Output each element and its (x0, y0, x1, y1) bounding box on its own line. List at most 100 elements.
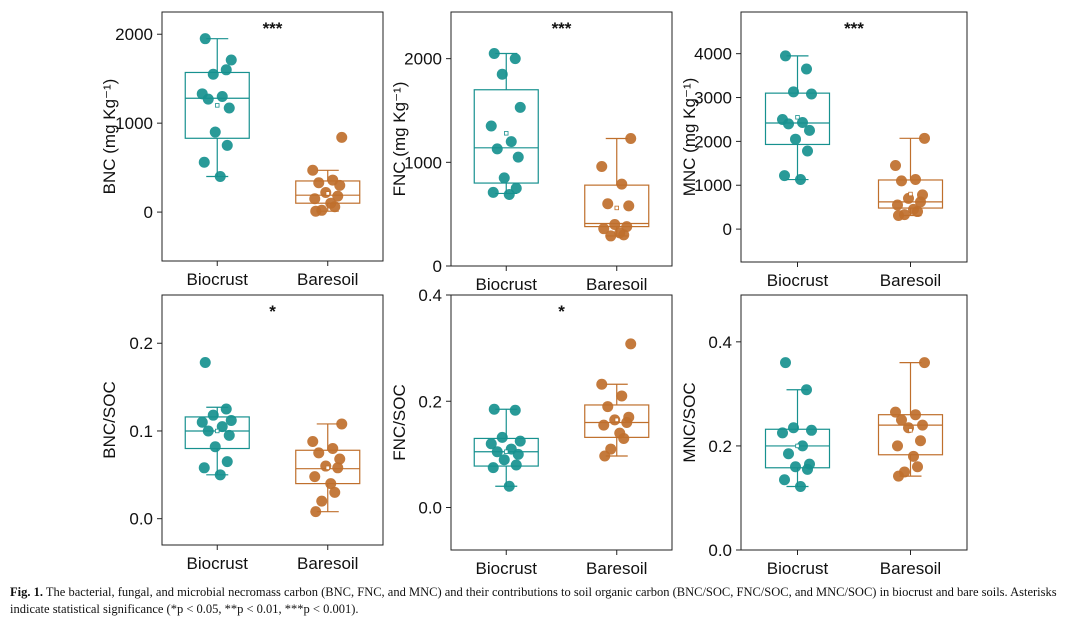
data-point (498, 454, 510, 466)
panel-5: 0.0 0.2 0.4 FNC/SOC Biocrust Baresoil * (390, 286, 673, 578)
mean-marker (795, 115, 800, 120)
data-point (598, 223, 610, 235)
data-point (777, 427, 788, 439)
data-point (512, 448, 524, 460)
data-point (207, 68, 219, 80)
data-point (496, 431, 508, 443)
x-category-label: Biocrust (476, 559, 538, 578)
data-point (329, 201, 341, 213)
data-point (804, 124, 815, 136)
x-category-label: Baresoil (297, 554, 358, 573)
data-point (488, 47, 500, 59)
panel-6: 0.0 0.2 0.4 MNC/SOC Biocrust Baresoil (680, 294, 968, 578)
data-point (485, 120, 497, 132)
data-point (893, 210, 904, 222)
y-tick-label: 0.0 (708, 541, 732, 560)
data-point (915, 196, 926, 208)
data-point (220, 403, 232, 415)
data-point (623, 200, 635, 212)
data-point (310, 205, 322, 217)
data-point (509, 404, 521, 416)
figure-caption-label: Fig. 1. (10, 585, 43, 599)
y-tick-label: 1000 (404, 153, 442, 172)
figure-caption: Fig. 1. The bacterial, fungal, and micro… (10, 584, 1060, 618)
data-point (214, 469, 226, 481)
data-point (198, 462, 210, 474)
data-point (307, 435, 319, 447)
data-point (596, 160, 608, 172)
significance-marker: *** (263, 19, 283, 38)
data-point (327, 443, 339, 455)
panel-2: 0 1000 2000 FNC (mg Kg⁻¹) Biocrust Baresoil **… (390, 11, 673, 294)
data-point (496, 68, 508, 80)
data-point (487, 462, 499, 474)
data-point (325, 478, 337, 490)
mean-marker (908, 191, 913, 197)
data-point (609, 219, 621, 231)
data-point (890, 160, 901, 172)
data-point (806, 424, 817, 436)
data-point (199, 357, 211, 369)
data-point (505, 136, 517, 148)
data-point (912, 461, 923, 473)
y-tick-label: 2000 (694, 132, 732, 151)
data-point (307, 164, 319, 176)
data-point (313, 177, 325, 189)
data-point (788, 86, 799, 98)
x-category-label: Biocrust (767, 559, 829, 578)
y-tick-label: 2000 (404, 50, 442, 69)
mean-marker (325, 191, 330, 196)
data-point (908, 450, 919, 462)
data-point (783, 118, 794, 130)
data-point (801, 384, 812, 396)
data-point (618, 229, 630, 241)
data-point (912, 206, 923, 218)
data-point (510, 459, 522, 471)
data-point (225, 414, 237, 426)
data-point (616, 178, 628, 190)
y-tick-label: 0.2 (418, 392, 442, 411)
plot-frame (740, 294, 968, 551)
data-point (514, 435, 526, 447)
y-tick-label: 0 (723, 220, 732, 239)
data-point (221, 139, 233, 151)
data-point (797, 440, 808, 452)
panel-1: 0 1000 2000 BNC (mg Kg⁻¹) Biocrust Baresoil **… (100, 11, 384, 289)
data-point (896, 414, 907, 426)
y-tick-label: 0.2 (708, 437, 732, 456)
data-point (509, 53, 521, 65)
data-point (917, 419, 928, 431)
data-point (202, 93, 214, 105)
mean-marker (215, 103, 220, 108)
plot-frame (450, 294, 673, 551)
data-point (223, 102, 235, 114)
data-point (209, 441, 221, 453)
y-tick-label: 0 (144, 203, 153, 222)
data-point (896, 175, 907, 187)
data-point (802, 463, 813, 475)
y-axis-title: FNC (mg Kg⁻¹) (390, 82, 409, 197)
y-tick-label: 0.0 (129, 510, 153, 529)
y-tick-label: 1000 (694, 176, 732, 195)
significance-marker: *** (552, 19, 572, 38)
data-point (514, 101, 526, 113)
mean-marker (908, 428, 913, 433)
y-axis-title: MNC/SOC (680, 382, 699, 462)
data-point (313, 447, 325, 459)
data-point (503, 480, 515, 492)
data-point (225, 54, 237, 66)
data-point (487, 186, 499, 198)
y-tick-label: 3000 (694, 89, 732, 108)
data-point (336, 131, 348, 143)
y-tick-label: 0.4 (418, 286, 442, 305)
y-tick-label: 0.0 (418, 499, 442, 518)
data-point (498, 172, 510, 184)
data-point (783, 448, 794, 460)
data-point (310, 506, 322, 518)
data-point (780, 357, 791, 369)
y-tick-label: 0.2 (129, 334, 153, 353)
data-point (910, 409, 921, 421)
data-point (207, 409, 219, 421)
x-category-label: Biocrust (767, 271, 829, 290)
